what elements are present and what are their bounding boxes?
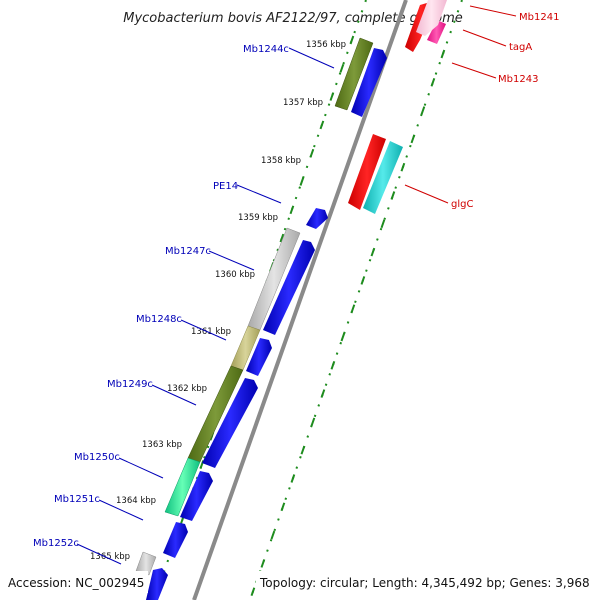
kbp-tick xyxy=(260,559,266,568)
gene-label-mb1249c[interactable]: Mb1249c xyxy=(107,379,153,390)
gene-label-taga[interactable]: tagA xyxy=(509,42,532,53)
footer-info-bg xyxy=(256,571,600,593)
map-title: Mycobacterium bovis AF2122/97, complete … xyxy=(123,11,462,26)
accession-text: Accession: NC_002945 xyxy=(8,576,144,590)
gene-blue-1[interactable] xyxy=(351,48,387,117)
kbp-label: 1361 kbp xyxy=(191,327,231,337)
kbp-tick xyxy=(339,63,345,73)
gene-blue-8[interactable] xyxy=(146,568,168,600)
kbp-tick xyxy=(300,445,306,455)
gene-glgc[interactable] xyxy=(348,134,386,210)
kbp-labels: 1356 kbp 1357 kbp 1358 kbp 1359 kbp 1360… xyxy=(90,40,346,562)
kbp-tick xyxy=(289,205,295,215)
leader-line xyxy=(180,319,227,341)
genes-minus-outer xyxy=(135,37,374,576)
kbp-tick xyxy=(350,304,356,314)
kbp-label: 1365 kbp xyxy=(90,552,130,562)
gene-blue-6[interactable] xyxy=(180,471,213,521)
kbp-tick xyxy=(319,120,325,130)
kbp-label: 1357 kbp xyxy=(283,98,323,108)
gene-label-mb1250c[interactable]: Mb1250c xyxy=(74,452,120,463)
gene-taga[interactable] xyxy=(427,20,446,44)
leader-line xyxy=(118,457,164,479)
gene-mb1243[interactable] xyxy=(416,0,447,36)
kbp-tick xyxy=(329,92,335,101)
kbp-tick xyxy=(380,219,386,229)
kbp-label: 1363 kbp xyxy=(142,440,182,450)
genes-minus-inner xyxy=(146,48,387,600)
kbp-tick xyxy=(270,530,276,540)
gene-blue-4[interactable] xyxy=(246,338,272,376)
kbp-tick xyxy=(280,502,286,512)
gene-label-mb1248c[interactable]: Mb1248c xyxy=(136,314,182,325)
leader-line xyxy=(469,5,517,17)
kbp-tick xyxy=(279,233,285,243)
kbp-tick xyxy=(309,148,315,158)
kbp-label: 1360 kbp xyxy=(215,270,255,280)
kbp-label: 1358 kbp xyxy=(261,156,301,166)
kbp-tick xyxy=(390,191,396,200)
topology-info-text: Topology: circular; Length: 4,345,492 bp… xyxy=(259,576,590,590)
kbp-tick xyxy=(320,389,326,398)
gene-blue-7[interactable] xyxy=(163,522,188,558)
kbp-label: 1364 kbp xyxy=(116,496,156,506)
kbp-tick xyxy=(349,35,355,45)
kbp-tick xyxy=(370,247,376,257)
kbp-tick xyxy=(440,49,446,59)
gene-mb1244c[interactable] xyxy=(334,37,374,111)
leader-line xyxy=(208,250,255,271)
kbp-tick xyxy=(299,177,305,186)
leader-line xyxy=(462,29,507,47)
gene-label-mb1251c[interactable]: Mb1251c xyxy=(54,494,100,505)
kbp-label: 1356 kbp xyxy=(306,40,346,50)
leader-line xyxy=(76,543,122,565)
genes-plus xyxy=(348,0,447,214)
leader-line xyxy=(151,384,197,406)
gene-blue-3[interactable] xyxy=(263,240,315,335)
gene-label-pe14[interactable]: PE14 xyxy=(213,181,238,192)
genome-backbone xyxy=(192,0,408,600)
leader-line xyxy=(98,499,144,521)
kbp-ticks-right xyxy=(250,49,446,597)
kbp-tick xyxy=(310,417,316,427)
gene-label-mb1243[interactable]: Mb1243 xyxy=(498,74,538,85)
gene-label-mb1247c[interactable]: Mb1247c xyxy=(165,246,211,257)
kbp-tick xyxy=(420,106,426,115)
gene-mb1250c[interactable] xyxy=(164,457,201,517)
right-gene-labels: Mb1241 tagA Mb1243 glgC xyxy=(404,5,559,210)
leader-line xyxy=(236,184,282,204)
kbp-label: 1359 kbp xyxy=(238,213,278,223)
gene-blue-5[interactable] xyxy=(202,378,258,468)
kbp-tick xyxy=(430,77,436,87)
gene-label-mb1252c[interactable]: Mb1252c xyxy=(33,538,79,549)
leader-line xyxy=(451,62,497,79)
footer-accession-bg xyxy=(0,571,148,593)
gene-blue-2[interactable] xyxy=(306,208,328,229)
kbp-label: 1362 kbp xyxy=(167,384,207,394)
gene-glgc-cyan[interactable] xyxy=(363,141,403,214)
kbp-tick xyxy=(410,134,416,144)
kbp-tick xyxy=(330,360,336,370)
kbp-tick xyxy=(340,332,346,342)
gene-label-mb1244c[interactable]: Mb1244c xyxy=(243,44,289,55)
leader-line xyxy=(404,184,449,204)
kbp-tick xyxy=(250,587,256,597)
gene-label-glgc[interactable]: glgC xyxy=(451,199,473,210)
left-gene-labels: Mb1244c PE14 Mb1247c Mb1248c Mb1249c Mb1… xyxy=(33,44,335,565)
kbp-tick xyxy=(360,276,366,285)
kbp-tick xyxy=(290,474,296,483)
gene-label-mb1241[interactable]: Mb1241 xyxy=(519,12,559,23)
leader-line xyxy=(288,47,335,69)
kbp-tick xyxy=(400,162,406,172)
